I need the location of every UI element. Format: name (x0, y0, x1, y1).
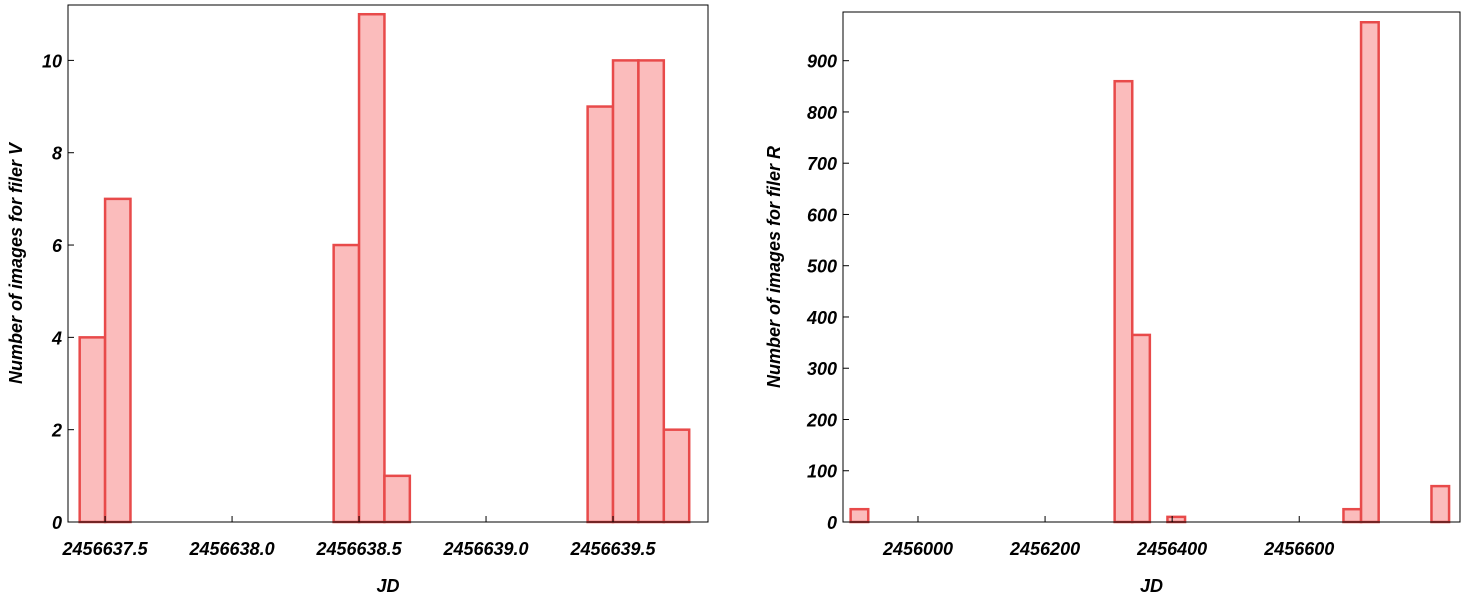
y-axis-label: Number of images for filer V (6, 141, 26, 384)
bar (78, 336, 107, 524)
bar (611, 59, 640, 524)
y-tick-label: 100 (807, 462, 837, 482)
bar (1430, 484, 1451, 524)
x-axis-label: JD (376, 576, 399, 596)
bar (637, 59, 666, 524)
x-tick-label: 2456000 (882, 539, 953, 559)
y-tick-label: 4 (51, 328, 62, 348)
y-tick-label: 900 (807, 52, 837, 72)
x-tick-label: 2456638.0 (189, 539, 275, 559)
x-tick-label: 2456639.5 (569, 539, 656, 559)
y-tick-label: 400 (806, 308, 837, 328)
x-tick-label: 2456639.0 (442, 539, 528, 559)
x-tick-label: 2456400 (1136, 539, 1207, 559)
y-tick-label: 10 (42, 51, 62, 71)
plot-frame (67, 4, 709, 523)
x-axis-label: JD (1140, 576, 1163, 596)
x-tick-label: 2456200 (1009, 539, 1080, 559)
bar (849, 507, 870, 524)
bar (357, 12, 386, 524)
y-tick-label: 300 (807, 359, 837, 379)
bar (103, 197, 132, 524)
y-axis-label: Number of images for filer R (764, 146, 784, 388)
bar (1113, 79, 1134, 524)
plot-frame (842, 11, 1461, 523)
y-tick-label: 600 (807, 205, 837, 225)
x-tick-label: 2456638.5 (316, 539, 403, 559)
y-tick-label: 700 (807, 154, 837, 174)
bar (1166, 515, 1187, 524)
bar (586, 105, 615, 524)
y-tick-label: 200 (806, 410, 837, 430)
x-tick-label: 2456600 (1263, 539, 1334, 559)
y-tick-label: 0 (52, 513, 62, 533)
bar (383, 474, 412, 524)
y-tick-label: 8 (52, 144, 62, 164)
bar (1130, 333, 1152, 524)
bar (662, 428, 691, 524)
y-tick-label: 2 (51, 421, 62, 441)
y-tick-label: 500 (807, 257, 837, 277)
y-tick-label: 6 (52, 236, 63, 256)
bar (1342, 507, 1363, 524)
bar (332, 243, 361, 524)
y-tick-label: 800 (807, 103, 837, 123)
y-tick-label: 0 (827, 513, 837, 533)
bar (1359, 21, 1380, 524)
x-tick-label: 2456637.5 (62, 539, 149, 559)
